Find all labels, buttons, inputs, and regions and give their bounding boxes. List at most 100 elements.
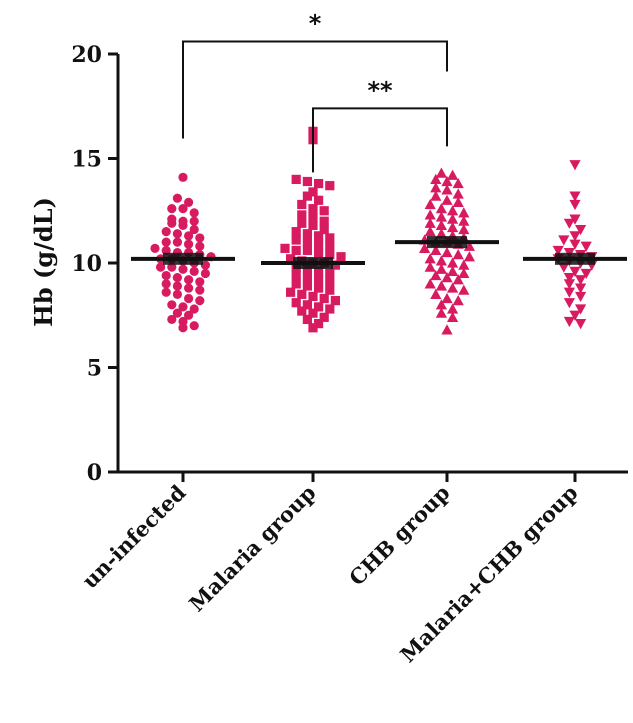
point-1-47	[308, 220, 318, 230]
point-0-5	[184, 310, 194, 320]
point-2-5	[430, 288, 442, 299]
point-2-42	[435, 211, 447, 222]
point-1-27	[286, 254, 296, 264]
point-1-20	[302, 273, 312, 283]
point-0-54	[172, 193, 182, 203]
point-1-13	[319, 293, 329, 304]
point-2-52	[430, 182, 442, 193]
x-tick-label-0: un-infected	[77, 480, 191, 594]
point-1-31	[330, 260, 340, 270]
point-1-10	[286, 287, 296, 297]
point-2-6	[441, 292, 453, 304]
point-2-23	[419, 242, 431, 253]
sem-box-0	[163, 252, 203, 265]
point-1-34	[302, 245, 312, 256]
point-0-40	[195, 241, 205, 251]
point-0-11	[184, 293, 194, 304]
sig-bracket-0	[182, 40, 448, 139]
point-1-55	[302, 191, 312, 201]
point-1-14	[330, 296, 340, 306]
point-0-18	[172, 273, 182, 283]
point-1-58	[291, 174, 301, 184]
point-1-56	[314, 195, 324, 205]
point-1-3	[297, 306, 307, 316]
point-0-39	[184, 239, 194, 249]
point-3-18	[552, 245, 564, 257]
mean-lines	[131, 236, 627, 269]
point-0-32	[161, 245, 171, 256]
significance-brackets: ***	[182, 9, 448, 173]
point-2-38	[435, 219, 447, 230]
point-2-10	[447, 282, 459, 293]
point-2-49	[430, 190, 442, 201]
point-1-9	[325, 304, 335, 314]
point-2-27	[463, 251, 475, 262]
point-0-10	[172, 289, 182, 299]
point-2-2	[447, 311, 459, 322]
point-3-3	[563, 298, 575, 309]
point-2-53	[441, 184, 453, 195]
point-3-25	[569, 231, 581, 242]
point-3-22	[558, 235, 570, 246]
point-2-37	[424, 217, 436, 228]
point-3-0	[563, 316, 575, 328]
point-0-1	[167, 314, 177, 325]
point-1-39	[302, 237, 312, 247]
point-0-13	[161, 279, 171, 289]
point-2-11	[458, 284, 470, 295]
point-2-8	[424, 278, 436, 289]
sig-label-1: **	[367, 76, 393, 104]
point-3-31	[569, 160, 581, 171]
point-0-2	[178, 316, 188, 327]
point-3-1	[575, 319, 587, 330]
point-3-13	[580, 268, 592, 280]
point-1-43	[302, 229, 312, 239]
point-3-4	[575, 304, 587, 315]
point-1-0	[308, 323, 318, 333]
point-3-11	[558, 262, 570, 273]
x-tick-label-1: Malaria group	[184, 480, 321, 617]
y-tick-label-5: 5	[87, 356, 102, 382]
point-2-20	[435, 255, 447, 266]
point-3-12	[569, 266, 581, 277]
point-1-42	[291, 227, 301, 237]
point-1-17	[314, 283, 324, 293]
point-3-7	[563, 279, 575, 290]
point-3-6	[575, 291, 587, 303]
point-2-45	[424, 198, 436, 210]
point-1-19	[291, 270, 301, 281]
point-3-26	[563, 218, 575, 229]
point-1-50	[308, 212, 318, 222]
point-2-12	[430, 269, 442, 281]
point-2-50	[441, 194, 453, 205]
point-1-38	[291, 235, 301, 245]
point-0-24	[189, 266, 199, 276]
point-0-9	[161, 287, 171, 297]
point-1-33	[291, 245, 301, 256]
point-2-9	[435, 280, 447, 291]
point-2-43	[447, 213, 459, 224]
point-2-55	[430, 173, 442, 184]
point-2-32	[463, 240, 475, 251]
point-1-36	[325, 250, 335, 260]
point-0-3	[189, 321, 199, 331]
point-2-26	[452, 249, 464, 260]
point-0-22	[167, 262, 177, 272]
point-3-30	[569, 191, 581, 202]
point-3-8	[575, 283, 587, 294]
point-0-8	[189, 304, 199, 314]
point-1-18	[325, 285, 335, 295]
point-1-53	[308, 204, 318, 214]
point-1-24	[302, 264, 312, 274]
point-2-59	[447, 169, 459, 180]
point-1-16	[302, 281, 312, 291]
point-1-15	[291, 279, 301, 289]
sig-bracket-1	[312, 107, 448, 173]
point-2-1	[435, 307, 447, 318]
point-3-10	[575, 275, 587, 286]
point-0-41	[161, 227, 171, 237]
point-0-15	[184, 283, 194, 293]
point-3-24	[580, 241, 592, 252]
